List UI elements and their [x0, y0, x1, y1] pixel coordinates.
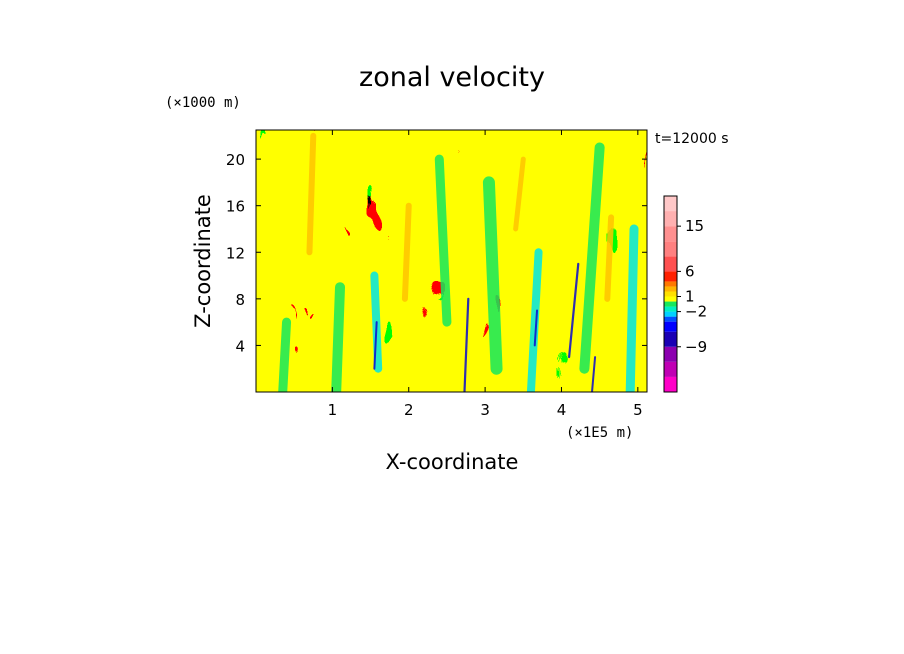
- x-tick-label: 1: [328, 401, 338, 419]
- x-tick-label: 3: [480, 401, 490, 419]
- field-streak: [401, 202, 412, 302]
- colorbar-segment: [664, 311, 677, 317]
- x-axis-label: X-coordinate: [386, 450, 519, 474]
- y-tick-label: 12: [226, 244, 245, 262]
- y-axis-unit: (×1000 m): [165, 95, 241, 111]
- colorbar-frame: [663, 195, 678, 393]
- field-streak: [625, 224, 639, 392]
- field-streak: [513, 156, 526, 232]
- colorbar-tick-label: 15: [685, 217, 704, 235]
- colorbar-segment: [664, 291, 677, 297]
- colorbar-segment: [664, 286, 677, 292]
- y-axis-ticks: 4 8 12 16 20: [226, 151, 647, 355]
- y-tick-label: 4: [235, 337, 245, 355]
- plot-frame: [255, 129, 648, 393]
- y-tick-label: 20: [226, 151, 245, 169]
- colorbar-segment: [664, 361, 677, 377]
- colorbar-segment: [664, 306, 677, 312]
- x-tick-label: 4: [557, 401, 567, 419]
- colorbar-segment: [664, 226, 677, 242]
- field-streak: [568, 262, 580, 359]
- y-axis-label: Z-coordinate: [191, 194, 215, 328]
- field-streak: [482, 176, 503, 375]
- field-streak: [604, 214, 615, 302]
- x-axis-ticks: 1 2 3 4 5: [328, 130, 643, 419]
- field-streak: [591, 356, 597, 392]
- colorbar-segment: [664, 321, 677, 332]
- field-streak: [373, 321, 378, 370]
- field-streak: [526, 248, 543, 392]
- velocity-field-streaks: [278, 132, 639, 392]
- colorbar-segment: [664, 256, 677, 272]
- colorbar-segment: [664, 241, 677, 257]
- colorbar-segment: [664, 296, 677, 302]
- colorbar-segment: [664, 331, 677, 347]
- field-streak: [533, 309, 539, 347]
- colorbar-tick-label: 1: [685, 288, 695, 306]
- x-axis-unit: (×1E5 m): [566, 425, 633, 441]
- colorbar: 15 6 1−2 −9: [663, 195, 707, 393]
- field-streak: [579, 142, 605, 374]
- x-tick-label: 2: [404, 401, 414, 419]
- colorbar-segment: [664, 316, 677, 322]
- field-streak: [434, 154, 452, 327]
- x-tick-label: 5: [633, 401, 643, 419]
- colorbar-segment: [664, 281, 677, 287]
- field-streak: [306, 132, 317, 256]
- colorbar-tick-label: 6: [685, 262, 695, 280]
- colorbar-segment: [664, 346, 677, 362]
- field-streak: [463, 297, 470, 392]
- y-tick-label: 8: [235, 291, 245, 309]
- field-streak: [331, 282, 346, 392]
- colorbar-segment: [664, 301, 677, 307]
- y-tick-label: 16: [226, 198, 245, 216]
- time-label: t=12000 s: [655, 131, 729, 147]
- colorbar-tick-label: −9: [685, 338, 707, 356]
- colorbar-segment: [664, 196, 677, 212]
- colorbar-tick-label: −2: [685, 303, 707, 321]
- field-streak: [278, 317, 292, 392]
- colorbar-segment: [664, 271, 677, 282]
- colorbar-segment: [664, 376, 677, 392]
- colorbar-segment: [664, 211, 677, 227]
- chart-title: zonal velocity: [359, 62, 545, 93]
